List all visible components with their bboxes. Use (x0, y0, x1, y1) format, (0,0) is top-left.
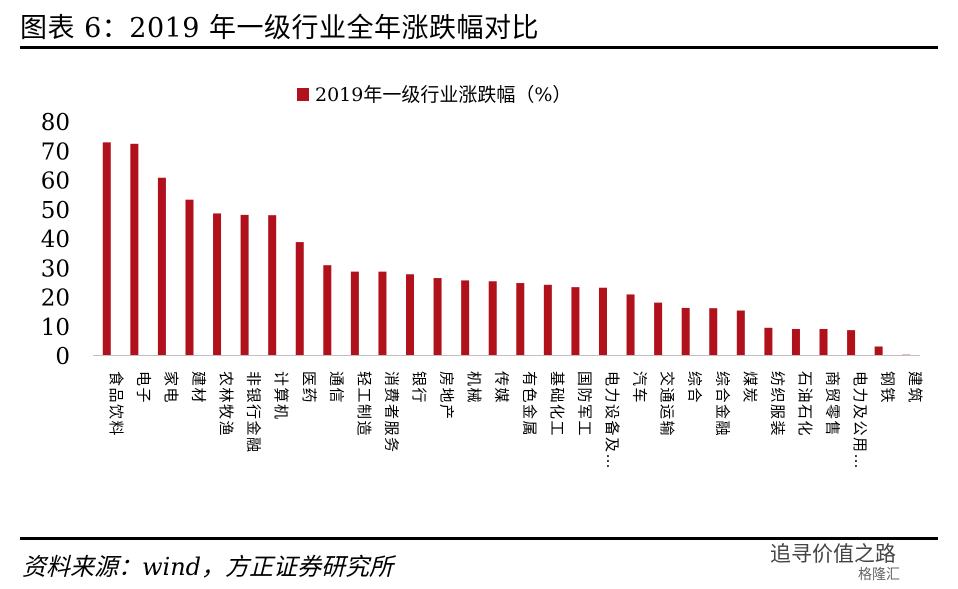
x-tick-label: 国防军工 (575, 371, 593, 437)
y-tick-label: 30 (41, 256, 70, 282)
x-tick-label: 钢铁 (879, 371, 897, 404)
y-tick-label: 80 (41, 110, 70, 136)
x-tick-label: 机械 (465, 371, 483, 404)
y-tick-label: 50 (41, 198, 70, 224)
bar (378, 271, 387, 355)
bar (902, 354, 911, 356)
bar (130, 143, 139, 355)
x-tick-label: 银行 (410, 371, 428, 404)
x-tick-label: 农林牧渔 (217, 371, 235, 437)
watermark-sub: 格隆汇 (858, 567, 900, 583)
legend-swatch (297, 88, 309, 101)
x-tick-label: 交通运输 (658, 371, 676, 437)
x-tick-label: 计算机 (272, 371, 290, 421)
y-axis: 0 10 20 30 40 50 60 70 80 (41, 110, 70, 370)
bar (791, 328, 800, 355)
bar (709, 308, 718, 355)
y-tick-label: 10 (41, 315, 70, 341)
bar (736, 310, 745, 355)
x-tick-label: 消费者服务 (382, 371, 400, 454)
y-tick-label: 70 (41, 139, 70, 165)
x-tick-label: 综合 (686, 371, 704, 404)
bar (102, 142, 111, 355)
x-tick-label: 商贸零售 (824, 371, 842, 437)
chart-legend: 2019年一级行业涨跌幅（%） (297, 84, 571, 106)
x-tick-label: 通信 (327, 371, 345, 404)
bars (102, 142, 911, 356)
x-tick-label: 电力设备及… (603, 371, 621, 470)
x-tick-label: 医药 (300, 371, 318, 404)
x-tick-label: 纺织服装 (768, 371, 786, 437)
y-tick-label: 40 (41, 227, 70, 253)
bar (626, 294, 635, 355)
x-tick-label: 电子 (134, 371, 152, 404)
bar (819, 328, 828, 355)
bar (185, 199, 194, 355)
x-tick-label: 家电 (162, 371, 180, 404)
x-tick-label: 综合金融 (713, 371, 731, 437)
y-tick-label: 60 (41, 169, 70, 195)
bar-chart: 2019年一级行业涨跌幅（%） 0 10 20 30 40 50 60 70 80 食品饮料 电子… (41, 84, 924, 470)
bar (213, 213, 222, 355)
bar (516, 283, 525, 355)
bar (406, 274, 415, 355)
x-tick-label: 建筑 (906, 371, 924, 404)
bar (350, 271, 359, 355)
bar (461, 280, 470, 355)
bar (681, 307, 690, 355)
x-tick-label: 电力及公用… (851, 371, 869, 470)
title-rule (20, 46, 938, 49)
bar (847, 330, 856, 355)
bar (268, 215, 277, 355)
bar (433, 278, 442, 355)
x-tick-label: 煤炭 (741, 371, 759, 404)
x-tick-label: 传媒 (493, 371, 511, 404)
x-axis: 食品饮料 电子 家电 建材 农林牧渔 非银行金融 计算机 医药 通信 轻工制造 消费者服务 银行 房地产… (93, 355, 924, 470)
watermark: 追寻价值之路 (770, 542, 896, 566)
bar (323, 265, 332, 355)
x-tick-label: 石油石化 (796, 371, 814, 437)
x-tick-label: 汽车 (631, 371, 649, 404)
x-tick-label: 有色金属 (520, 371, 538, 437)
bar (571, 287, 580, 355)
x-tick-label: 食品饮料 (107, 371, 125, 437)
bar (598, 287, 607, 355)
y-tick-label: 20 (41, 286, 70, 312)
bar (240, 214, 249, 355)
bar (874, 346, 883, 355)
bar (654, 302, 663, 355)
y-tick-label: 0 (55, 344, 70, 370)
bar (295, 242, 304, 355)
bar (157, 177, 166, 355)
source-note: 资料来源：wind，方正证券研究所 (22, 553, 394, 581)
x-tick-label: 基础化工 (548, 371, 566, 437)
bar (543, 284, 552, 355)
legend-label: 2019年一级行业涨跌幅（%） (315, 84, 571, 106)
bar (764, 327, 773, 355)
bar (488, 281, 497, 355)
x-tick-label: 非银行金融 (245, 371, 263, 454)
x-tick-label: 建材 (189, 371, 207, 404)
x-tick-label: 房地产 (438, 371, 456, 421)
x-tick-label: 轻工制造 (355, 371, 373, 437)
source-rule (20, 537, 938, 540)
figure-title: 图表 6：2019 年一级行业全年涨跌幅对比 (20, 13, 540, 44)
